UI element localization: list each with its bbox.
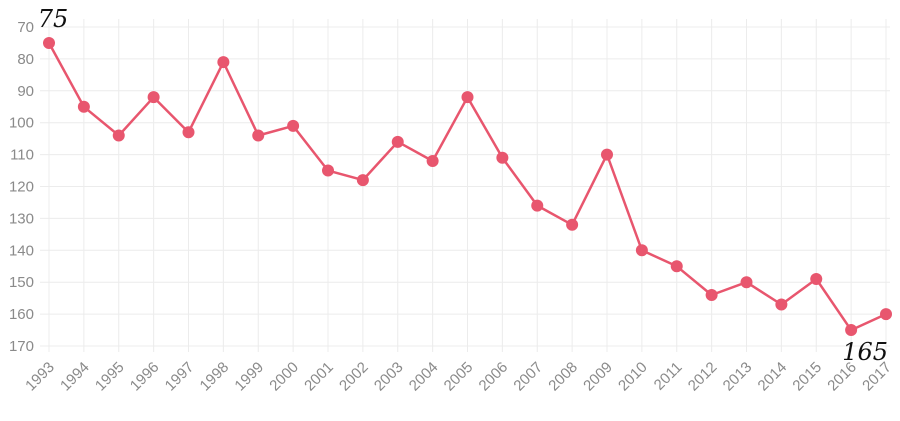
y-tick-label: 110	[10, 147, 34, 164]
data-point	[252, 129, 265, 142]
y-tick-label: 80	[17, 51, 34, 68]
y-tick-label: 70	[17, 19, 34, 36]
y-tick-label: 90	[17, 83, 34, 100]
x-tick-label: 1998	[197, 359, 233, 395]
x-tick-label: 2007	[510, 359, 546, 395]
data-point	[810, 273, 823, 286]
x-tick-label: 2015	[789, 359, 825, 395]
data-point	[601, 148, 613, 161]
x-tick-label: 2002	[336, 359, 372, 395]
x-tick-label: 2013	[720, 359, 756, 395]
y-tick-label: 140	[9, 242, 34, 259]
data-point	[217, 56, 230, 69]
x-tick-label: 2004	[406, 359, 442, 395]
data-point	[496, 151, 509, 164]
data-point	[356, 174, 369, 187]
x-tick-label: 2009	[580, 359, 616, 395]
y-tick-label: 160	[9, 306, 34, 323]
data-point	[182, 126, 195, 139]
data-point	[880, 308, 892, 321]
x-tick-label: 1996	[127, 359, 163, 395]
data-point	[147, 91, 160, 104]
x-tick-label: 2001	[301, 359, 337, 395]
series-layer	[43, 36, 892, 337]
annotation-label: 165	[842, 338, 888, 366]
x-tick-label: 1994	[57, 359, 93, 395]
y-tick-label: 120	[9, 179, 34, 196]
data-point	[635, 244, 648, 257]
x-tick-label: 2014	[755, 359, 791, 395]
x-tick-label: 2005	[441, 359, 477, 395]
x-tick-label: 2010	[615, 359, 651, 395]
data-point	[845, 324, 858, 337]
y-tick-label: 150	[9, 274, 34, 291]
x-tick-label: 1999	[231, 359, 267, 395]
data-point	[322, 164, 334, 177]
data-point	[705, 288, 718, 301]
y-tick-label: 170	[9, 338, 34, 355]
x-tick-label: 2006	[476, 359, 512, 395]
x-tick-label: 2012	[685, 359, 721, 395]
x-axis-ticks: 1993 1994 1995 1996 1997 1998 1999 2000 2001 2002…	[22, 359, 895, 395]
data-point	[77, 100, 90, 113]
data-point	[287, 119, 300, 132]
x-tick-label: 2011	[651, 359, 686, 394]
data-point	[426, 154, 439, 167]
y-tick-label: 100	[9, 115, 34, 132]
data-point	[531, 199, 544, 212]
x-tick-label: 2003	[371, 359, 407, 395]
x-tick-label: 1997	[162, 359, 198, 395]
x-tick-label: 2000	[266, 359, 302, 395]
data-point	[740, 276, 753, 289]
y-tick-label: 130	[9, 210, 34, 227]
data-point	[670, 260, 683, 273]
data-point	[43, 36, 55, 49]
data-point	[461, 91, 474, 104]
data-point	[391, 135, 404, 148]
annotation-label: 75	[38, 5, 69, 33]
x-tick-label: 2008	[545, 359, 581, 395]
data-point	[566, 218, 579, 231]
grid-layer	[40, 19, 890, 352]
annotation-layer: 75 165	[38, 5, 888, 366]
x-tick-label: 1995	[92, 359, 128, 395]
y-axis-ticks: 70 80 90 100 110 120 130 140 150 160 170	[9, 19, 34, 355]
data-point	[112, 129, 125, 142]
x-tick-label: 1993	[22, 359, 58, 395]
data-point	[775, 298, 788, 311]
